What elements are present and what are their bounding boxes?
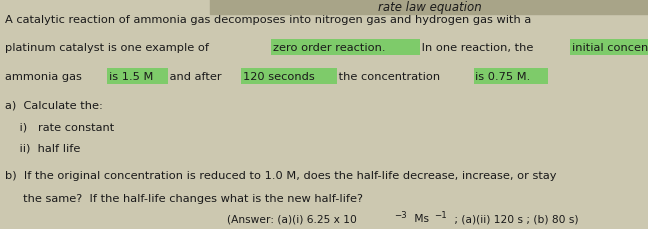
Bar bbox=[241, 69, 337, 85]
Bar bbox=[108, 69, 168, 85]
Bar bbox=[570, 40, 648, 56]
Text: initial concentration: initial concentration bbox=[572, 43, 648, 53]
Text: ii)  half life: ii) half life bbox=[5, 143, 80, 153]
Bar bbox=[272, 40, 419, 56]
Text: −1: −1 bbox=[434, 210, 447, 219]
Text: zero order reaction.: zero order reaction. bbox=[273, 43, 386, 53]
Text: and after: and after bbox=[166, 72, 226, 82]
Bar bbox=[474, 69, 548, 85]
Text: platinum catalyst is one example of: platinum catalyst is one example of bbox=[5, 43, 213, 53]
Text: the same?  If the half-life changes what is the new half-life?: the same? If the half-life changes what … bbox=[5, 193, 363, 203]
Bar bbox=[210, 0, 648, 15]
Text: A catalytic reaction of ammonia gas decomposes into nitrogen gas and hydrogen ga: A catalytic reaction of ammonia gas deco… bbox=[5, 14, 531, 25]
Text: b)  If the original concentration is reduced to 1.0 M, does the half-life decrea: b) If the original concentration is redu… bbox=[5, 170, 557, 180]
Text: i)   rate constant: i) rate constant bbox=[5, 122, 114, 132]
Text: a)  Calculate the:: a) Calculate the: bbox=[5, 100, 103, 110]
Text: Ms: Ms bbox=[411, 213, 429, 223]
Text: In one reaction, the: In one reaction, the bbox=[418, 43, 537, 53]
Text: ammonia gas: ammonia gas bbox=[5, 72, 86, 82]
Text: is 1.5 M: is 1.5 M bbox=[109, 72, 153, 82]
Text: the concentration: the concentration bbox=[335, 72, 444, 82]
Text: −3: −3 bbox=[395, 210, 407, 219]
Text: is 0.75 M.: is 0.75 M. bbox=[476, 72, 531, 82]
Text: rate law equation: rate law equation bbox=[378, 2, 482, 14]
Text: 120 seconds: 120 seconds bbox=[242, 72, 314, 82]
Text: (Answer: (a)(i) 6.25 x 10: (Answer: (a)(i) 6.25 x 10 bbox=[227, 213, 356, 223]
Text: ; (a)(ii) 120 s ; (b) 80 s): ; (a)(ii) 120 s ; (b) 80 s) bbox=[450, 213, 578, 223]
